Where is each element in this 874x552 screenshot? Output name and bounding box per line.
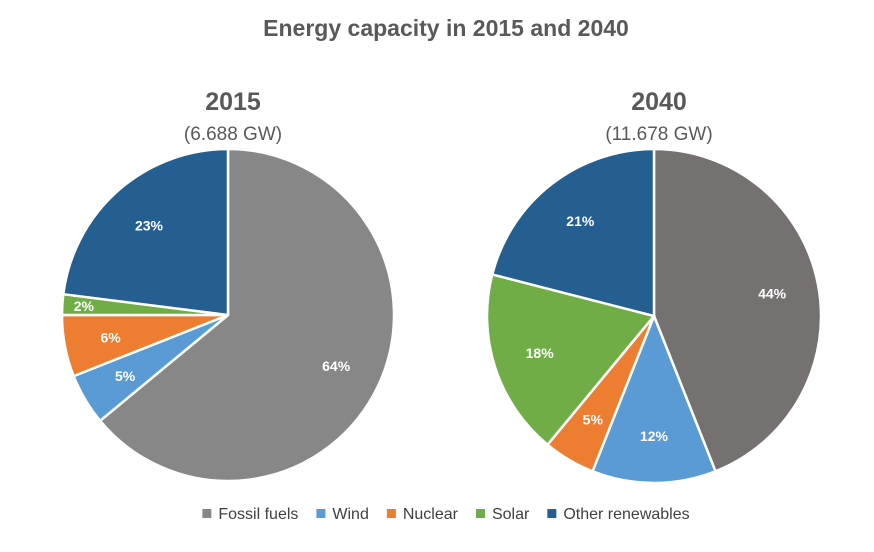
legend-swatch-other-renewables <box>547 509 557 518</box>
pie-2015: 64% 5% 6% 2% 23% <box>60 147 396 483</box>
pie-2040-label-nuclear: 5% <box>583 411 604 427</box>
pie-2015-slice-fossil-fuels <box>98 147 396 483</box>
pie-2040-label-wind: 12% <box>640 428 669 444</box>
pie-2040-label-other-renewables: 21% <box>566 213 595 229</box>
pie-2015-label-solar: 2% <box>74 298 95 314</box>
pie-2015-group: 2015 (6.688 GW) 64% 5% 6% 2% 23% <box>60 88 396 483</box>
pie-2015-subtitle: (6.688 GW) <box>184 124 282 145</box>
pie-2040-group: 2040 (11.678 GW) 44% 12% 5% 18% 21% <box>485 88 823 485</box>
pie-2040-slice-other-renewables <box>490 147 656 318</box>
legend-label-wind: Wind <box>332 506 368 523</box>
pie-2040-slice-solar <box>485 273 656 446</box>
legend: Fossil fuels Wind Nuclear Solar Other renewa… <box>202 506 690 523</box>
legend-label-other-renewables: Other renewables <box>563 506 689 523</box>
legend-label-nuclear: Nuclear <box>403 506 459 523</box>
pie-2040-label-solar: 18% <box>526 345 555 361</box>
legend-label-solar: Solar <box>492 506 530 523</box>
pie-2015-slice-other-renewables <box>62 147 230 317</box>
legend-swatch-wind <box>316 509 326 518</box>
pie-2040-slice-wind <box>591 314 717 485</box>
legend-swatch-fossil-fuels <box>202 509 212 518</box>
pie-2015-label-other-renewables: 23% <box>135 217 164 233</box>
pie-2015-year: 2015 <box>205 88 261 116</box>
legend-swatch-nuclear <box>386 509 396 518</box>
pie-2015-label-wind: 5% <box>115 368 136 384</box>
pie-2040-slice-fossil-fuels <box>652 147 823 473</box>
legend-swatch-solar <box>475 509 485 518</box>
chart-title: Energy capacity in 2015 and 2040 <box>263 15 629 41</box>
pie-2040: 44% 12% 5% 18% 21% <box>485 147 823 485</box>
pie-2040-label-fossil-fuels: 44% <box>758 285 787 301</box>
pie-2040-subtitle: (11.678 GW) <box>605 124 712 145</box>
pie-2015-label-fossil-fuels: 64% <box>322 358 351 374</box>
pie-2015-label-nuclear: 6% <box>100 329 121 345</box>
legend-label-fossil-fuels: Fossil fuels <box>218 506 298 523</box>
pie-2040-year: 2040 <box>631 88 687 116</box>
